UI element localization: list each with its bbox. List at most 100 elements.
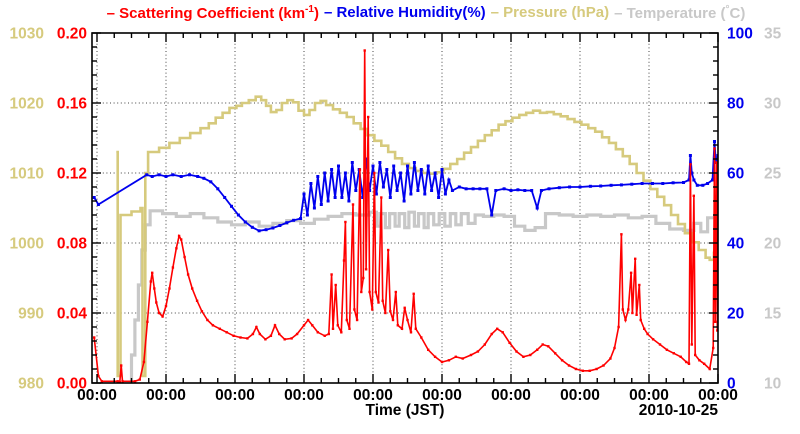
marker-relative_humidity — [385, 168, 389, 171]
marker-relative_humidity — [457, 185, 461, 189]
series-pressure — [116, 95, 718, 378]
marker-scattering — [316, 331, 319, 334]
marker-scattering — [380, 196, 383, 199]
marker-scattering — [515, 350, 518, 353]
marker-relative_humidity — [485, 187, 489, 191]
marker-relative_humidity — [330, 168, 334, 171]
marker-relative_humidity — [409, 192, 413, 196]
plot-border — [91, 32, 719, 384]
x-tick-label: 00:00 — [698, 387, 738, 404]
marker-scattering — [658, 343, 662, 346]
marker-scattering — [624, 318, 627, 322]
marker-relative_humidity — [523, 189, 527, 192]
marker-scattering — [171, 266, 175, 269]
marker-scattering — [255, 325, 258, 329]
marker-relative_humidity — [687, 178, 691, 182]
marker-scattering — [183, 255, 186, 259]
legend-item-temperature: – Temperature (°C) — [614, 4, 746, 22]
marker-relative_humidity — [701, 183, 705, 187]
marker-relative_humidity — [179, 175, 183, 178]
marker-scattering — [290, 337, 293, 340]
marker-relative_humidity — [145, 173, 149, 177]
x-tick-label: 00:00 — [77, 387, 117, 404]
marker-scattering — [368, 290, 371, 294]
marker-scattering — [409, 331, 413, 334]
marker-relative_humidity — [278, 224, 282, 227]
marker-relative_humidity — [651, 182, 654, 185]
marker-relative_humidity — [374, 192, 378, 196]
marker-relative_humidity — [599, 184, 603, 188]
y-tick-relative_humidity: 60 — [727, 166, 744, 183]
y-tick-pressure: 980 — [18, 376, 44, 393]
marker-scattering — [323, 334, 326, 337]
y-tick-relative_humidity: 0 — [727, 376, 736, 393]
marker-relative_humidity — [588, 184, 592, 188]
marker-scattering — [501, 331, 504, 334]
marker-relative_humidity — [539, 189, 543, 192]
marker-scattering — [433, 355, 437, 358]
marker-scattering — [269, 334, 273, 337]
y-tick-temperature: 30 — [764, 96, 781, 113]
y-tick-scattering: 0.08 — [57, 236, 88, 253]
marker-scattering — [712, 346, 715, 350]
marker-relative_humidity — [354, 189, 358, 192]
marker-relative_humidity — [416, 189, 420, 192]
marker-scattering — [476, 350, 480, 353]
marker-scattering — [617, 325, 620, 329]
marker-scattering — [588, 369, 591, 372]
marker-relative_humidity — [399, 171, 403, 175]
marker-relative_humidity — [250, 225, 254, 229]
x-tick-label: 00:00 — [491, 387, 531, 404]
marker-relative_humidity — [557, 186, 561, 190]
marker-scattering — [180, 238, 183, 241]
marker-relative_humidity — [443, 192, 447, 196]
marker-relative_humidity — [711, 178, 714, 182]
marker-scattering — [295, 332, 299, 336]
marker-relative_humidity — [216, 187, 220, 191]
x-tick-label: 00:00 — [422, 387, 462, 404]
marker-scattering — [100, 380, 103, 383]
marker-scattering — [168, 287, 171, 290]
marker-relative_humidity — [450, 189, 454, 192]
marker-scattering — [206, 318, 209, 322]
marker-scattering — [629, 271, 633, 274]
y-tick-scattering: 0.00 — [57, 376, 87, 393]
marker-scattering — [602, 364, 605, 367]
marker-scattering — [164, 304, 168, 308]
marker-scattering — [353, 308, 356, 311]
marker-relative_humidity — [323, 171, 327, 175]
marker-scattering — [116, 380, 119, 383]
marker-scattering — [344, 220, 347, 224]
marker-relative_humidity — [640, 182, 644, 185]
marker-scattering — [340, 331, 343, 334]
marker-scattering — [186, 273, 190, 276]
marker-relative_humidity — [478, 187, 482, 191]
marker-relative_humidity — [209, 180, 213, 184]
marker-relative_humidity — [671, 181, 675, 185]
series-group — [92, 49, 718, 383]
marker-scattering — [358, 168, 362, 171]
marker-relative_humidity — [326, 199, 330, 203]
marker-relative_humidity — [682, 181, 685, 184]
marker-scattering — [708, 367, 711, 371]
marker-scattering — [620, 233, 623, 236]
y-tick-relative_humidity: 80 — [727, 96, 744, 113]
marker-scattering — [334, 283, 337, 287]
marker-relative_humidity — [695, 183, 699, 187]
marker-scattering — [694, 353, 697, 357]
marker-relative_humidity — [285, 221, 289, 225]
marker-relative_humidity — [440, 168, 444, 171]
marker-scattering — [643, 327, 646, 330]
marker-relative_humidity — [150, 175, 154, 178]
marker-relative_humidity — [661, 182, 665, 185]
marker-scattering — [177, 234, 181, 238]
marker-scattering — [191, 287, 194, 290]
marker-scattering — [149, 280, 152, 283]
marker-scattering — [547, 345, 550, 348]
marker-scattering — [420, 336, 423, 339]
y-tick-temperature: 10 — [764, 376, 781, 393]
marker-scattering — [412, 292, 415, 295]
marker-scattering — [665, 348, 669, 351]
legend-item-pressure: – Pressure (hPa) — [490, 4, 610, 21]
